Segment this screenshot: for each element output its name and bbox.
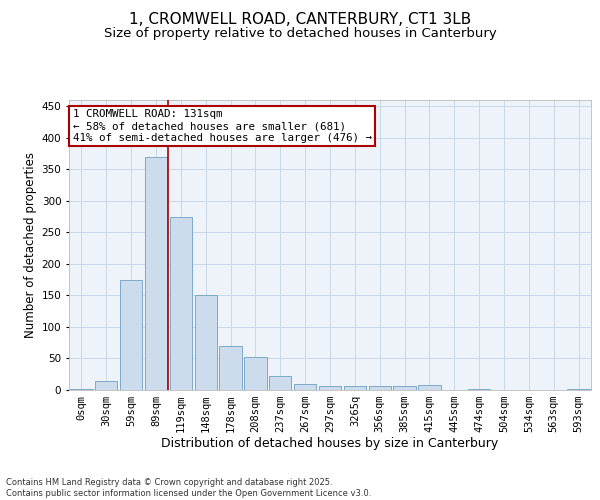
Text: Size of property relative to detached houses in Canterbury: Size of property relative to detached ho… [104,28,496,40]
Text: 1, CROMWELL ROAD, CANTERBURY, CT1 3LB: 1, CROMWELL ROAD, CANTERBURY, CT1 3LB [129,12,471,28]
Bar [344,386,366,390]
Bar [294,384,316,390]
Bar [319,386,341,390]
Y-axis label: Number of detached properties: Number of detached properties [25,152,37,338]
Bar [394,386,416,390]
Bar [95,380,118,390]
Text: 1 CROMWELL ROAD: 131sqm
← 58% of detached houses are smaller (681)
41% of semi-d: 1 CROMWELL ROAD: 131sqm ← 58% of detache… [73,110,372,142]
Bar [418,385,440,390]
Text: Contains HM Land Registry data © Crown copyright and database right 2025.
Contai: Contains HM Land Registry data © Crown c… [6,478,371,498]
X-axis label: Distribution of detached houses by size in Canterbury: Distribution of detached houses by size … [161,436,499,450]
Bar [220,346,242,390]
Bar [368,386,391,390]
Bar [170,216,192,390]
Bar [269,376,292,390]
Bar [194,296,217,390]
Bar [120,280,142,390]
Bar [145,156,167,390]
Bar [70,388,92,390]
Bar [244,356,266,390]
